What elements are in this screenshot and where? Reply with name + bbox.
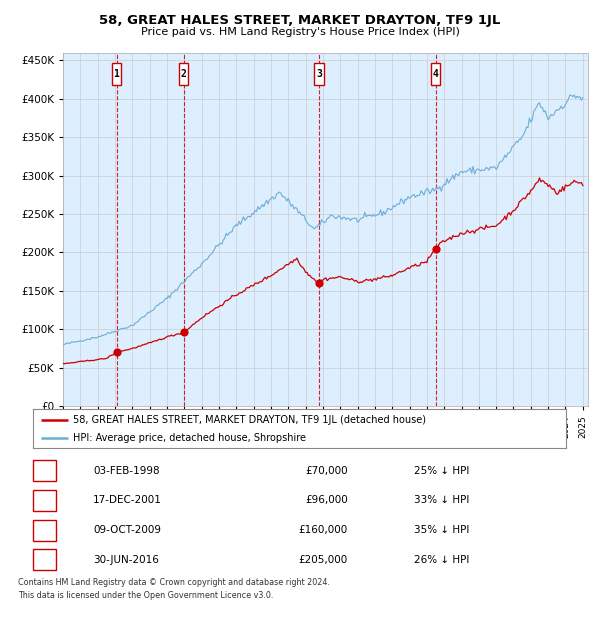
Text: Price paid vs. HM Land Registry's House Price Index (HPI): Price paid vs. HM Land Registry's House …	[140, 27, 460, 37]
FancyBboxPatch shape	[112, 63, 121, 85]
Text: £160,000: £160,000	[299, 525, 348, 535]
FancyBboxPatch shape	[314, 63, 323, 85]
Point	[112, 347, 121, 357]
Point	[431, 244, 440, 254]
Text: 4: 4	[433, 69, 439, 79]
Text: 26% ↓ HPI: 26% ↓ HPI	[414, 555, 469, 565]
FancyBboxPatch shape	[431, 63, 440, 85]
Text: £205,000: £205,000	[299, 555, 348, 565]
Point	[179, 327, 188, 337]
Text: This data is licensed under the Open Government Licence v3.0.: This data is licensed under the Open Gov…	[18, 591, 274, 601]
Text: 58, GREAT HALES STREET, MARKET DRAYTON, TF9 1JL (detached house): 58, GREAT HALES STREET, MARKET DRAYTON, …	[73, 415, 426, 425]
Text: 30-JUN-2016: 30-JUN-2016	[93, 555, 159, 565]
Text: 09-OCT-2009: 09-OCT-2009	[93, 525, 161, 535]
Text: 1: 1	[41, 466, 47, 476]
Text: 2: 2	[181, 69, 187, 79]
Text: 33% ↓ HPI: 33% ↓ HPI	[414, 495, 469, 505]
Point	[314, 278, 324, 288]
FancyBboxPatch shape	[179, 63, 188, 85]
Text: 58, GREAT HALES STREET, MARKET DRAYTON, TF9 1JL: 58, GREAT HALES STREET, MARKET DRAYTON, …	[100, 14, 500, 27]
Text: 03-FEB-1998: 03-FEB-1998	[93, 466, 160, 476]
Text: 3: 3	[316, 69, 322, 79]
Text: 35% ↓ HPI: 35% ↓ HPI	[414, 525, 469, 535]
Text: 1: 1	[113, 69, 119, 79]
Text: 17-DEC-2001: 17-DEC-2001	[93, 495, 162, 505]
Text: 4: 4	[41, 555, 47, 565]
Text: Contains HM Land Registry data © Crown copyright and database right 2024.: Contains HM Land Registry data © Crown c…	[18, 578, 330, 587]
Text: £96,000: £96,000	[305, 495, 348, 505]
Text: 25% ↓ HPI: 25% ↓ HPI	[414, 466, 469, 476]
Text: 2: 2	[41, 495, 47, 505]
Text: £70,000: £70,000	[305, 466, 348, 476]
Text: HPI: Average price, detached house, Shropshire: HPI: Average price, detached house, Shro…	[73, 433, 306, 443]
Text: 3: 3	[41, 525, 47, 535]
